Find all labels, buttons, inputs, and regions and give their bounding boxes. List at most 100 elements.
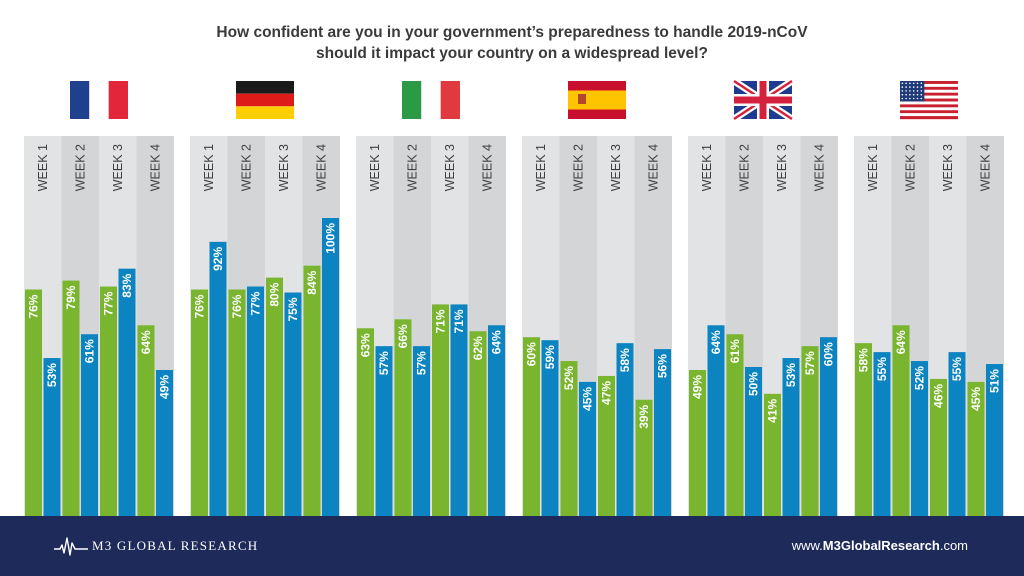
bar-green — [801, 346, 819, 516]
bar-green — [726, 334, 744, 516]
data-label: 53% — [45, 363, 59, 387]
bar-green — [191, 289, 208, 516]
bar-green — [560, 361, 578, 516]
data-label: 84% — [305, 270, 319, 294]
bar-blue — [820, 337, 837, 516]
bar-green — [892, 325, 910, 516]
data-label: 61% — [728, 339, 742, 363]
data-label: 76% — [230, 294, 244, 318]
data-label: 92% — [211, 247, 225, 271]
chart-title: How confident are you in your government… — [0, 22, 1024, 64]
bar-green — [689, 369, 706, 516]
data-label: 76% — [193, 294, 207, 318]
week-label: WEEK 1 — [866, 144, 880, 191]
bar-green — [100, 286, 117, 516]
bar-blue — [247, 286, 264, 516]
data-label: 51% — [988, 369, 1002, 393]
week-label: WEEK 1 — [700, 144, 714, 191]
bar-blue — [413, 346, 430, 516]
data-label: 57% — [803, 351, 817, 375]
data-label: 64% — [139, 330, 153, 354]
bar-green — [432, 304, 449, 516]
bar-green — [469, 331, 487, 516]
week-label: WEEK 4 — [314, 144, 328, 191]
bar-blue — [284, 292, 302, 516]
bar-blue — [541, 340, 559, 516]
data-label: 79% — [64, 285, 78, 309]
week-label: WEEK 2 — [405, 144, 419, 191]
data-label: 62% — [471, 336, 485, 360]
data-label: 77% — [249, 291, 263, 315]
week-label: WEEK 3 — [775, 144, 789, 191]
data-label: 53% — [784, 363, 798, 387]
bar-blue — [118, 268, 136, 516]
data-label: 76% — [27, 294, 41, 318]
week-label: WEEK 3 — [443, 144, 457, 191]
bar-green — [394, 319, 412, 516]
data-label: 71% — [434, 309, 448, 333]
italy-flag — [402, 81, 460, 119]
bar-blue — [488, 325, 505, 516]
data-label: 55% — [875, 357, 889, 381]
week-label: WEEK 4 — [812, 144, 826, 191]
m3-logo: M3 GLOBAL RESEARCH — [54, 535, 258, 557]
week-label: WEEK 2 — [239, 144, 253, 191]
data-label: 63% — [359, 333, 373, 357]
bar-blue — [616, 343, 634, 516]
week-label: WEEK 1 — [36, 144, 50, 191]
week-label: WEEK 1 — [368, 144, 382, 191]
data-label: 83% — [120, 273, 134, 297]
bar-blue — [707, 325, 725, 516]
week-label: WEEK 3 — [609, 144, 623, 191]
week-label: WEEK 3 — [941, 144, 955, 191]
bar-blue — [911, 361, 928, 516]
bar-blue — [81, 334, 98, 516]
bar-green — [967, 381, 985, 516]
site-prefix: www. — [791, 538, 823, 553]
bar-blue — [209, 241, 227, 516]
bar-blue — [654, 349, 671, 516]
data-label: 52% — [562, 366, 576, 390]
data-label: 49% — [158, 375, 172, 399]
data-label: 45% — [969, 387, 983, 411]
chart: WEEK 1 76% 53% WEEK 2 79% 61% WEEK 3 77% 83% WEEK… — [24, 78, 1004, 516]
data-label: 39% — [637, 404, 651, 428]
logo-text: M3 GLOBAL RESEARCH — [92, 538, 259, 553]
data-label: 41% — [766, 399, 780, 423]
bar-blue — [745, 367, 762, 516]
week-label: WEEK 4 — [148, 144, 162, 191]
chart-title-line-2: should it impact your country on a wides… — [316, 45, 708, 62]
data-label: 57% — [415, 351, 429, 375]
data-label: 100% — [324, 223, 338, 254]
bar-blue — [322, 218, 339, 516]
data-label: 75% — [286, 297, 300, 321]
bar-blue — [782, 358, 800, 516]
bar-green — [137, 325, 155, 516]
site-bold: M3GlobalResearch — [822, 538, 940, 553]
bar-blue — [156, 369, 173, 516]
bar-green — [228, 289, 246, 516]
data-label: 47% — [600, 381, 614, 405]
uk-flag — [732, 78, 794, 122]
bar-green — [635, 399, 653, 516]
footer-bar: M3 GLOBAL RESEARCH www.M3GlobalResearch.… — [0, 516, 1024, 576]
week-label: WEEK 2 — [73, 144, 87, 191]
data-label: 60% — [822, 342, 836, 366]
chart-title-line-1: How confident are you in your government… — [216, 24, 808, 41]
bar-blue — [450, 304, 468, 516]
bar-blue — [43, 358, 61, 516]
website-link[interactable]: www.M3GlobalResearch.com — [792, 538, 968, 553]
data-label: 46% — [932, 384, 946, 408]
week-label: WEEK 2 — [571, 144, 585, 191]
bar-green — [855, 343, 872, 516]
data-label: 50% — [747, 372, 761, 396]
data-label: 60% — [525, 342, 539, 366]
bar-green — [25, 289, 42, 516]
data-label: 57% — [377, 351, 391, 375]
bar-blue — [873, 352, 891, 516]
week-label: WEEK 1 — [534, 144, 548, 191]
bar-green — [930, 378, 947, 516]
week-label: WEEK 2 — [737, 144, 751, 191]
data-label: 49% — [691, 375, 705, 399]
data-label: 64% — [709, 330, 723, 354]
